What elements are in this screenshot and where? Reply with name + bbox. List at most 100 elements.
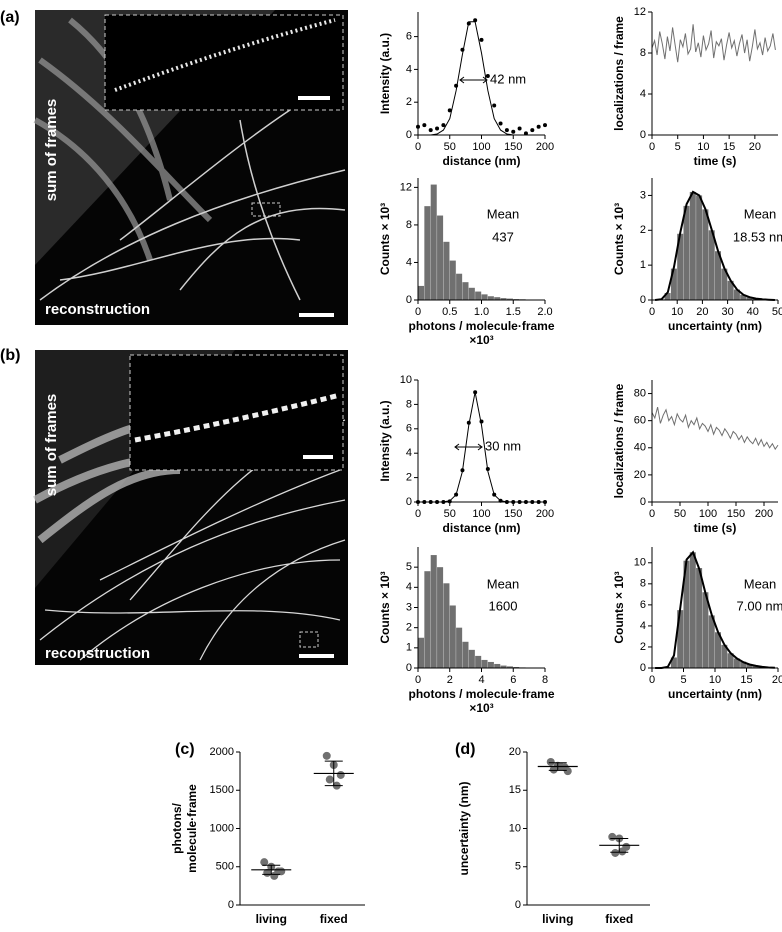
data-point bbox=[608, 832, 617, 841]
x-tick-label: fixed bbox=[605, 912, 633, 926]
histogram-bar bbox=[683, 560, 690, 668]
histogram-bar bbox=[494, 297, 501, 300]
y-tick-label: 4 bbox=[640, 88, 646, 100]
histogram-bar bbox=[506, 298, 513, 300]
x-tick-label: 20 bbox=[772, 674, 782, 686]
y-tick-label: 4 bbox=[406, 63, 412, 75]
histogram-bar bbox=[430, 184, 437, 300]
data-point bbox=[485, 73, 490, 78]
histogram-bar bbox=[689, 191, 696, 300]
x-tick-label: 0 bbox=[415, 508, 421, 520]
data-point bbox=[336, 770, 345, 779]
x-tick-label: 50 bbox=[444, 508, 456, 520]
x-tick-label: 0 bbox=[649, 141, 655, 153]
x-tick-label: 40 bbox=[747, 306, 759, 318]
x-tick-label: 0 bbox=[415, 141, 421, 153]
x-tick-label: 50 bbox=[444, 141, 456, 153]
histogram-bar bbox=[513, 666, 520, 668]
data-point bbox=[322, 751, 331, 760]
x-tick-label: 2.0 bbox=[537, 306, 552, 318]
y-tick-label: 0 bbox=[640, 662, 646, 674]
x-tick-label: 5 bbox=[680, 674, 686, 686]
x-tick-label: living bbox=[542, 912, 573, 926]
series-line bbox=[651, 406, 779, 451]
histogram-bar bbox=[746, 664, 753, 668]
chart: 0 1 2 3 Counts × 10³ 0 10 20 30 40 50 uncertainty (… bbox=[612, 178, 782, 333]
x-tick-label: 1.0 bbox=[474, 306, 489, 318]
fit-line bbox=[655, 550, 775, 669]
histogram-bar bbox=[733, 289, 740, 300]
x-axis-label: ×10³ bbox=[469, 701, 493, 715]
histogram-bar bbox=[456, 273, 463, 300]
y-tick-label: 1500 bbox=[210, 784, 234, 796]
histogram-bar bbox=[418, 637, 425, 668]
histogram-bar bbox=[677, 233, 684, 300]
y-axis-label: Counts × 10³ bbox=[378, 203, 392, 275]
x-tick-label: 200 bbox=[536, 508, 554, 520]
y-tick-label: 2000 bbox=[210, 746, 234, 758]
y-tick-label: 12 bbox=[634, 6, 646, 18]
data-point bbox=[479, 37, 484, 42]
chart: 0 5 10 15 20 uncertainty (nm) living fixed bbox=[457, 746, 650, 926]
x-tick-label: 100 bbox=[472, 141, 490, 153]
y-axis-label: molecule·frame bbox=[185, 784, 199, 873]
chart: 0 2 4 6 Intensity (a.u.) 0 50 100 150 200 distance… bbox=[378, 12, 554, 168]
y-tick-label: 0 bbox=[640, 129, 646, 141]
y-axis-label: uncertainty (nm) bbox=[457, 781, 471, 875]
x-tick-label: 100 bbox=[699, 508, 717, 520]
histogram-bar bbox=[702, 209, 709, 300]
x-tick-label: 2 bbox=[447, 674, 453, 686]
micrograph-a: sum of frames reconstruction bbox=[33, 10, 348, 325]
annotation: 437 bbox=[492, 229, 514, 244]
x-tick-label: 0 bbox=[415, 674, 421, 686]
x-tick-label: 150 bbox=[504, 508, 522, 520]
y-tick-label: 2 bbox=[640, 224, 646, 236]
y-axis-label: Counts × 10³ bbox=[612, 571, 626, 643]
y-tick-label: 6 bbox=[406, 31, 412, 43]
y-tick-label: 4 bbox=[640, 620, 646, 632]
annotation: Mean bbox=[487, 576, 520, 591]
y-tick-label: 4 bbox=[406, 447, 412, 459]
x-tick-label: 0.5 bbox=[442, 306, 457, 318]
data-point bbox=[546, 757, 555, 766]
y-axis-label: localizations / frame bbox=[612, 383, 626, 498]
y-tick-label: 2 bbox=[640, 641, 646, 653]
histogram-bar bbox=[462, 641, 469, 668]
histogram-bar bbox=[721, 644, 728, 668]
x-tick-label: 100 bbox=[472, 508, 490, 520]
histogram-bar bbox=[487, 296, 494, 300]
panel-label: (c) bbox=[175, 741, 195, 758]
y-tick-label: 5 bbox=[406, 561, 412, 573]
x-axis-label: distance (nm) bbox=[442, 154, 520, 168]
chart: 0 20 40 60 80 localizations / frame 0 50 100 150 2… bbox=[612, 380, 779, 535]
y-axis-label: photons/ bbox=[170, 803, 184, 854]
data-point bbox=[447, 108, 452, 113]
histogram-bar bbox=[494, 663, 501, 668]
panel-label: (d) bbox=[455, 741, 475, 758]
y-tick-label: 8 bbox=[406, 398, 412, 410]
y-tick-label: 0 bbox=[515, 899, 521, 911]
histogram-bar bbox=[670, 657, 677, 668]
x-tick-label: 15 bbox=[723, 141, 735, 153]
histogram-bar bbox=[462, 282, 469, 300]
y-tick-label: 6 bbox=[406, 423, 412, 435]
histogram-bar bbox=[715, 632, 721, 668]
y-tick-label: 40 bbox=[634, 442, 646, 454]
histogram-bar bbox=[727, 653, 734, 668]
histogram-bar bbox=[468, 287, 475, 300]
y-tick-label: 1 bbox=[640, 259, 646, 271]
y-axis-label: Counts × 10³ bbox=[612, 203, 626, 275]
x-axis-label: photons / molecule·frame bbox=[408, 319, 554, 333]
y-tick-label: 0 bbox=[640, 496, 646, 508]
series-line bbox=[651, 24, 776, 63]
x-tick-label: living bbox=[256, 912, 287, 926]
data-point bbox=[611, 848, 620, 857]
y-axis-label: Counts × 10³ bbox=[378, 571, 392, 643]
y-tick-label: 20 bbox=[509, 746, 521, 758]
x-tick-label: 15 bbox=[740, 674, 752, 686]
histogram-bar bbox=[746, 297, 753, 300]
x-axis-label: photons / molecule·frame bbox=[408, 687, 554, 701]
y-tick-label: 12 bbox=[400, 181, 412, 193]
x-tick-label: 10 bbox=[671, 306, 683, 318]
histogram-bar bbox=[481, 659, 488, 668]
